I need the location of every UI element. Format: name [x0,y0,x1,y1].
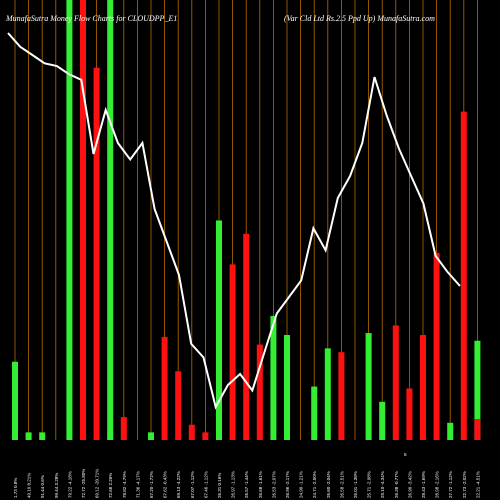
x-tick-label: 26.31 0.16% [217,473,222,498]
bar-up [107,0,114,440]
bar-down [80,0,86,440]
bar-down [433,252,440,440]
x-tick-label: 26.58 -2.51% [339,471,344,498]
bar-down [243,233,250,440]
x-tick-label: 26.90 -3.42% [407,471,412,498]
bar-down [420,335,426,440]
price-line [7,32,461,410]
x-tick-label: 99.44 3.28% [54,473,59,498]
bar-down [256,344,263,440]
extra-tick-label: 5 [404,452,407,457]
price-line-layer [7,32,461,410]
x-tick-label: 26.53 -2.07% [271,471,276,498]
bar-up [311,386,318,440]
x-tick-label: 26.97 -1.13% [231,471,236,498]
bar-down [229,264,236,440]
x-tick-label: 22.73 -2.02% [462,471,467,498]
bar-up [270,315,277,440]
bar-up [365,333,372,440]
x-tick-label: 79.22 -4.18% [67,471,72,498]
bar-up [39,432,46,440]
x-tick-label: 67.07 -1.12% [190,471,195,498]
x-tick-label: 67.62 -0.43% [163,471,168,498]
x-tick-label: 26.38 -0.77% [394,471,399,498]
x-tick-label: 1.73 0.8% [13,478,18,498]
bar-up [379,401,386,440]
x-tick-label: 71.36 -4.17% [135,471,140,498]
bar-down [202,432,209,440]
bar-down [406,388,413,440]
bar-up [25,432,32,440]
x-tick-label: 67.46 -1.12% [203,471,208,498]
bar-down [460,111,467,441]
x-tick-label: 27.72 -1.12% [448,471,453,498]
bar-up [447,422,454,440]
bar-up [216,220,222,440]
bar-up [284,335,290,440]
bar-down [175,371,182,440]
x-tick-label: 72.72 -25.80% [81,469,86,498]
x-tick-label: 25.71 -2.98% [367,471,372,498]
x-tick-label: 49.10 8.21% [27,473,32,498]
bars [12,0,481,441]
x-tick-label: 24.90 -1.21% [299,471,304,498]
bar-up [474,340,481,440]
x-tick-label: 24.71 -2.50% [312,471,317,498]
x-tick-label: 29.10 -4.34% [380,471,385,498]
bar-down [474,419,481,440]
bar-down [93,67,100,441]
x-tick-label: 26.01 -1.38% [353,471,358,498]
x-tick-label: 28.43 -1.69% [421,471,426,498]
bar-down [188,424,195,440]
x-tick-label: 91.44 0.6% [40,475,45,498]
bar-down [392,325,399,440]
chart-title-right: (Var Cld Ltd Rs.2.5 Ppd Up) MunafaSutra.… [284,14,435,23]
x-tick-labels: 1.73 0.8% 49.10 8.21% 91.44 0.6% 99.44 3.28… [13,469,480,498]
x-tick-label: 67.20 -1.72% [149,471,154,498]
x-tick-label: 28.98 -2.16% [435,471,440,498]
x-tick-label: 26.68 -1.61% [258,471,263,498]
chart-title-left: MunafaSutra Money Flow Charts for CLOUDP… [5,14,177,23]
x-tick-label: 78.82 -4.79% [122,471,127,498]
bar-up [12,361,18,440]
bar-down [338,352,345,440]
bar-down [161,336,168,440]
x-tick-label: 26.96 -2.17% [285,471,290,498]
x-tick-label: 26.60 -2.04% [326,471,331,498]
bar-up [324,348,331,440]
bar-up [66,0,73,440]
x-tick-label: 69.12 -20.71% [95,469,100,498]
x-tick-label: 72.68 2.26% [108,473,113,498]
x-tick-label: 69.13 -4.22% [176,471,181,498]
x-tick-label: 26.57 -1.44% [244,471,249,498]
bar-down [120,417,127,440]
x-tick-label: 22.21 -4.51% [475,471,480,498]
bar-up [148,432,154,440]
